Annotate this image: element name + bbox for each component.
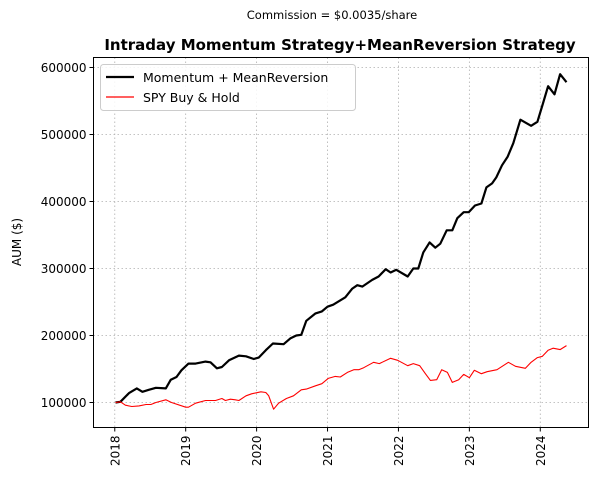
x-tick-label: 2024 <box>534 436 548 467</box>
series-line-spy <box>115 345 567 410</box>
legend-label-momentum: Momentum + MeanReversion <box>143 70 328 85</box>
x-tick-label: 2018 <box>108 436 122 467</box>
y-tick-label: 100000 <box>41 396 87 410</box>
y-tick-label: 500000 <box>41 128 87 142</box>
y-axis: 100000 200000 300000 400000 500000 600000 <box>41 61 94 410</box>
series-line-momentum <box>115 73 568 404</box>
chart-title: Intraday Momentum Strategy+MeanReversion… <box>104 36 576 54</box>
chart-suptitle: Commission = $0.0035/share <box>247 8 417 22</box>
x-tick-label: 2022 <box>392 436 406 467</box>
x-tick-label: 2020 <box>250 436 264 467</box>
x-tick-label: 2021 <box>321 436 335 467</box>
x-tick-label: 2023 <box>463 436 477 467</box>
legend-box <box>100 64 356 111</box>
x-axis: 2018 2019 2020 2021 2022 2023 2024 <box>108 427 548 467</box>
legend: Momentum + MeanReversion SPY Buy & Hold <box>100 64 356 111</box>
series-lines <box>115 73 568 410</box>
y-tick-label: 300000 <box>41 262 87 276</box>
y-tick-label: 400000 <box>41 195 87 209</box>
x-tick-label: 2019 <box>179 436 193 467</box>
plot-frame <box>93 57 589 428</box>
grid <box>93 57 589 428</box>
legend-label-spy: SPY Buy & Hold <box>143 90 240 105</box>
y-axis-label: AUM ($) <box>10 218 24 266</box>
y-tick-label: 200000 <box>41 329 87 343</box>
y-tick-label: 600000 <box>41 61 87 75</box>
